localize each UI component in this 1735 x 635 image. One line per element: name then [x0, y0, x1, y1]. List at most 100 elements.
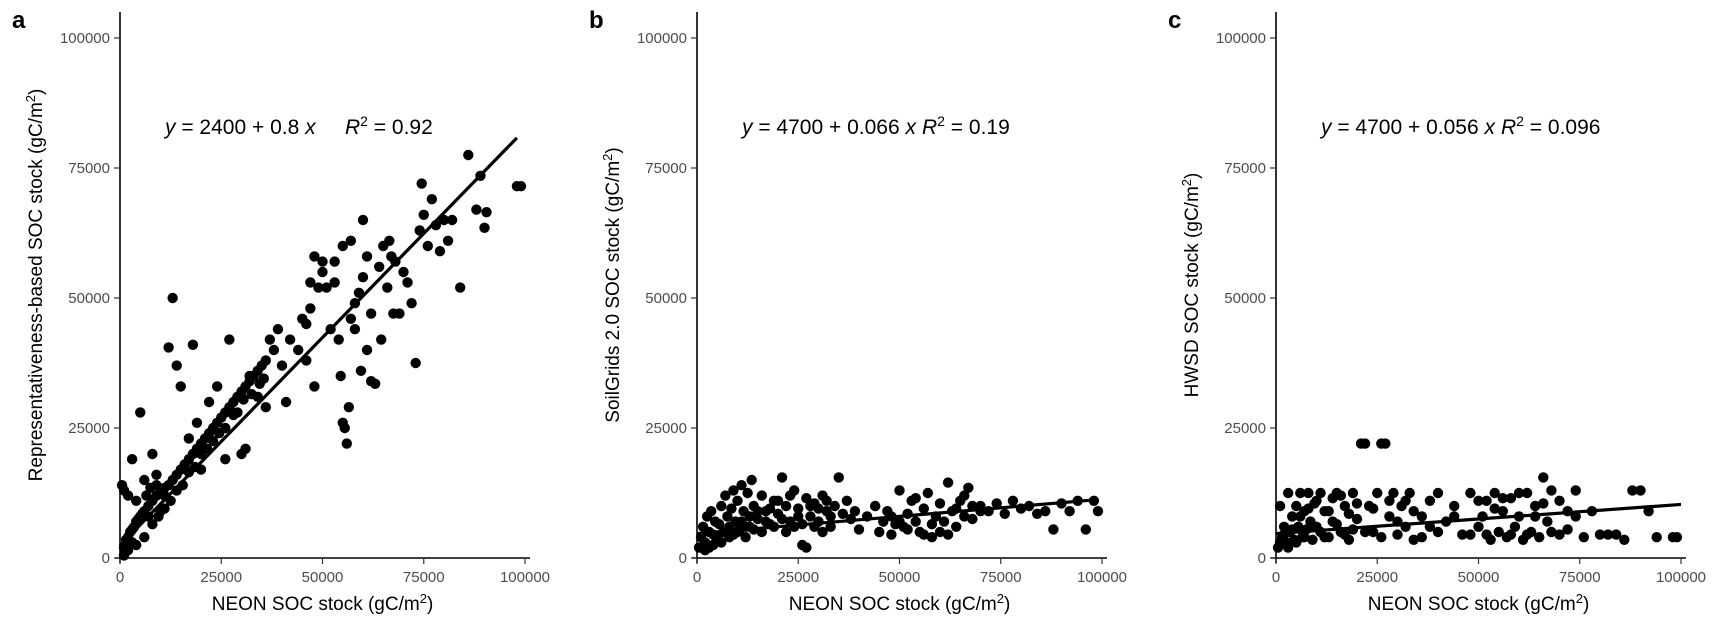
data-point [1384, 495, 1395, 506]
data-point [305, 277, 316, 288]
data-point [793, 511, 804, 522]
data-point [942, 529, 954, 540]
data-point [1368, 503, 1379, 514]
data-point [321, 282, 332, 293]
data-point [1343, 508, 1355, 519]
data-point [805, 500, 816, 512]
data-point [122, 490, 134, 501]
data-point [455, 282, 466, 293]
data-point [139, 532, 150, 543]
data-point [260, 402, 271, 413]
data-point [1339, 529, 1351, 540]
data-point [384, 235, 395, 246]
data-point [1530, 500, 1541, 512]
data-point [1449, 500, 1460, 512]
x-tick-label: 0 [116, 569, 124, 586]
data-point [301, 318, 312, 330]
data-point [1513, 487, 1525, 499]
data-point [341, 438, 352, 449]
data-point [1481, 495, 1492, 506]
x-tick-label: 75000 [1559, 569, 1601, 586]
y-axis-title: SoilGrids 2.0 SOC stock (gC/m2) [600, 147, 625, 422]
data-point [760, 516, 772, 527]
data-point [232, 407, 243, 418]
y-tick-label: 0 [679, 550, 687, 567]
data-point [1368, 526, 1379, 538]
data-point [343, 402, 355, 413]
data-point [1671, 532, 1683, 543]
data-point [382, 282, 393, 293]
data-point [1465, 487, 1476, 499]
data-point [1303, 503, 1314, 514]
data-point [1384, 511, 1395, 522]
r-squared-label: R2 = 0.92 [345, 113, 433, 139]
data-point [376, 334, 387, 345]
data-point [220, 454, 231, 465]
data-point [817, 526, 828, 538]
data-point [145, 482, 156, 493]
y-tick-label: 75000 [645, 160, 687, 177]
data-point [894, 516, 905, 527]
data-point [260, 355, 271, 366]
regression-line [1275, 502, 1682, 536]
x-tick-label: 75000 [980, 569, 1022, 586]
data-point [333, 334, 344, 345]
data-point [1432, 487, 1444, 499]
data-point [426, 194, 438, 205]
y-tick-label: 100000 [60, 30, 110, 47]
x-tick-label: 75000 [403, 569, 445, 586]
data-point [1408, 506, 1419, 517]
data-point [1538, 498, 1549, 509]
panel-b: b 0 25000 50000 75000 100000 0 25000 50000 75000… [589, 7, 1127, 615]
data-point [1546, 485, 1557, 496]
plot-area-a: 0 25000 50000 75000 100000 0 25000 50000 75000 10… [23, 12, 550, 616]
y-tick-label: 100000 [1216, 30, 1266, 47]
data-point [1493, 526, 1504, 538]
data-point [1562, 524, 1573, 535]
data-point [171, 360, 182, 371]
data-point [752, 506, 763, 517]
data-point [805, 511, 816, 522]
data-point [934, 526, 946, 538]
data-point [1627, 485, 1638, 496]
data-point [742, 487, 753, 499]
data-point [1307, 534, 1318, 545]
data-point [886, 529, 897, 540]
data-point [1335, 490, 1346, 501]
data-point [244, 370, 255, 382]
data-point [1331, 519, 1342, 530]
y-tick-label: 0 [1258, 550, 1266, 567]
x-axis-title: NEON SOC stock (gC/m2) [789, 591, 1011, 616]
data-point [369, 378, 381, 389]
data-point [131, 539, 142, 551]
data-point [938, 516, 950, 527]
data-point [317, 256, 328, 267]
data-point [1007, 495, 1019, 506]
data-point [1611, 529, 1622, 540]
data-point [207, 435, 219, 447]
data-point [365, 308, 377, 319]
data-point [339, 422, 350, 434]
regression-equation: y = 4700 + 0.066 x [740, 116, 917, 139]
y-tick-label: 100000 [637, 30, 687, 47]
data-point [406, 298, 417, 309]
data-point [801, 493, 812, 504]
data-point [187, 339, 199, 350]
data-point [141, 490, 152, 501]
data-point [963, 482, 974, 493]
regression-equation: y = 4700 + 0.056 x [1319, 116, 1496, 139]
data-point [837, 508, 848, 519]
y-tick-label: 0 [102, 550, 110, 567]
data-point [959, 490, 970, 501]
data-point [284, 334, 296, 345]
data-point [1323, 532, 1334, 543]
data-point [825, 521, 836, 532]
data-point [153, 511, 164, 522]
x-axis-title: NEON SOC stock (gC/m2) [212, 591, 434, 616]
data-point [139, 474, 150, 486]
data-point [220, 422, 231, 434]
data-point [841, 495, 853, 506]
data-point [463, 149, 474, 161]
data-point [1339, 500, 1351, 512]
